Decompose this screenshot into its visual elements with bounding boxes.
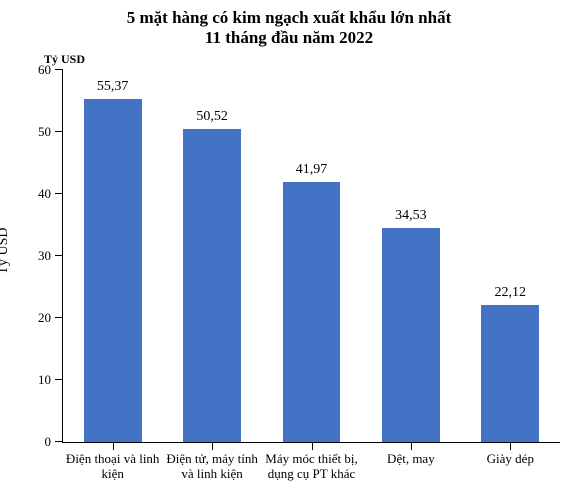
- y-tick-label: 60: [38, 62, 63, 78]
- bar-value-label: 34,53: [382, 208, 440, 224]
- y-tick-label: 0: [45, 434, 64, 450]
- y-tick-label: 10: [38, 372, 63, 388]
- bar-value-label: 41,97: [283, 162, 341, 178]
- chart-title-line2: 11 tháng đầu năm 2022: [0, 28, 578, 48]
- bar-value-label: 55,37: [84, 79, 142, 95]
- x-tick-label: Giày dép: [461, 442, 560, 467]
- bar-value-label: 50,52: [183, 109, 241, 125]
- bar: 55,37: [84, 99, 142, 442]
- y-tick-label: 50: [38, 124, 63, 140]
- x-tick-label: Máy móc thiết bị,dụng cụ PT khác: [262, 442, 361, 482]
- y-tick-label: 20: [38, 310, 63, 326]
- chart-title: 5 mặt hàng có kim ngạch xuất khẩu lớn nh…: [0, 8, 578, 49]
- x-tick-label: Điện tử, máy tínhvà linh kiện: [162, 442, 261, 482]
- bar-value-label: 22,12: [481, 285, 539, 301]
- bar: 22,12: [481, 305, 539, 442]
- plot-area: 010203040506055,37Điện thoại và linhkiện…: [62, 70, 560, 443]
- bar: 41,97: [283, 182, 341, 442]
- y-axis-label: Tỷ USD: [0, 227, 12, 274]
- y-tick-label: 40: [38, 186, 63, 202]
- x-tick-label: Dệt, may: [361, 442, 460, 467]
- y-tick-label: 30: [38, 248, 63, 264]
- chart-container: 5 mặt hàng có kim ngạch xuất khẩu lớn nh…: [0, 0, 578, 501]
- chart-title-line1: 5 mặt hàng có kim ngạch xuất khẩu lớn nh…: [0, 8, 578, 28]
- x-tick-label: Điện thoại và linhkiện: [63, 442, 162, 482]
- bar: 50,52: [183, 129, 241, 442]
- bar: 34,53: [382, 228, 440, 442]
